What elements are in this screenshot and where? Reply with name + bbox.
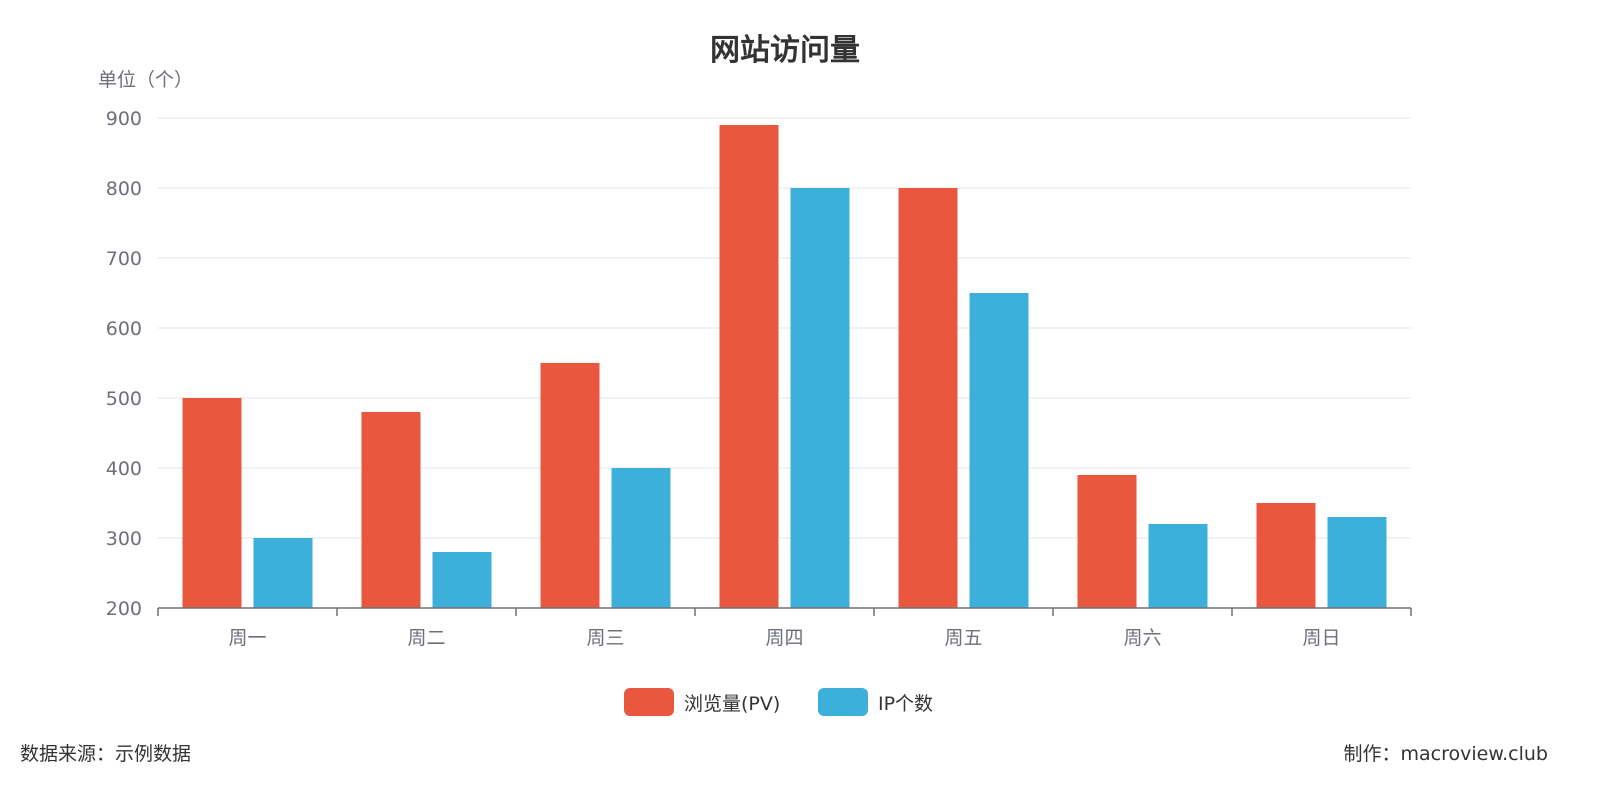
legend-item-ip[interactable]: IP个数 bbox=[818, 688, 933, 716]
x-tick-label: 周二 bbox=[407, 627, 445, 649]
bar-ip-2[interactable] bbox=[611, 468, 671, 608]
y-tick-label: 300 bbox=[106, 528, 142, 550]
bar-ip-1[interactable] bbox=[432, 552, 492, 608]
y-tick-label: 900 bbox=[106, 108, 142, 130]
bar-ip-5[interactable] bbox=[1148, 524, 1208, 608]
bar-ip-4[interactable] bbox=[969, 293, 1029, 608]
y-tick-label: 600 bbox=[106, 318, 142, 340]
y-tick-label: 400 bbox=[106, 458, 142, 480]
bar-pv-2[interactable] bbox=[540, 363, 600, 608]
legend-swatch bbox=[624, 688, 674, 716]
bar-pv-1[interactable] bbox=[361, 412, 421, 608]
y-tick-label: 700 bbox=[106, 248, 142, 270]
chart-title: 网站访问量 bbox=[710, 33, 860, 68]
bar-pv-0[interactable] bbox=[182, 398, 242, 608]
legend-item-pv[interactable]: 浏览量(PV) bbox=[624, 688, 780, 716]
bar-pv-4[interactable] bbox=[898, 188, 958, 608]
x-tick-label: 周三 bbox=[586, 627, 624, 649]
y-tick-label: 200 bbox=[106, 598, 142, 620]
x-tick-label: 周一 bbox=[228, 627, 266, 649]
bar-pv-5[interactable] bbox=[1077, 475, 1137, 608]
bar-pv-3[interactable] bbox=[719, 125, 779, 608]
bar-ip-0[interactable] bbox=[253, 538, 313, 608]
data-source: 数据来源：示例数据 bbox=[20, 743, 191, 765]
legend-swatch bbox=[818, 688, 868, 716]
bar-pv-6[interactable] bbox=[1256, 503, 1316, 608]
x-tick-label: 周四 bbox=[765, 627, 803, 649]
credit: 制作：macroview.club bbox=[1344, 743, 1549, 765]
legend-label: 浏览量(PV) bbox=[684, 693, 780, 715]
x-tick-label: 周日 bbox=[1302, 627, 1340, 649]
y-tick-label: 800 bbox=[106, 178, 142, 200]
legend-label: IP个数 bbox=[878, 693, 933, 715]
bar-ip-6[interactable] bbox=[1327, 517, 1387, 608]
x-tick-label: 周五 bbox=[944, 627, 982, 649]
y-axis-label: 单位（个） bbox=[98, 69, 193, 91]
bar-ip-3[interactable] bbox=[790, 188, 850, 608]
y-tick-label: 500 bbox=[106, 388, 142, 410]
x-tick-label: 周六 bbox=[1123, 627, 1161, 649]
